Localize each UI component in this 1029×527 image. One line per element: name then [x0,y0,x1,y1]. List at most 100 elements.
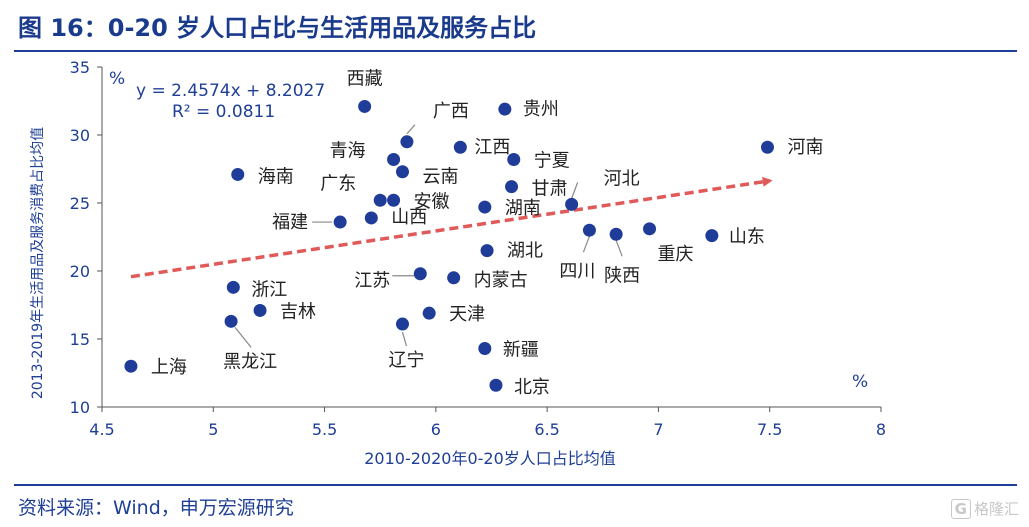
x-tick-label: 8 [876,420,886,439]
data-point-label: 甘肃 [532,179,568,200]
data-point [364,211,378,225]
data-point-label: 宁夏 [534,150,570,171]
r2-label: R² = 0.0811 [172,102,275,122]
label-leader-line [582,235,590,253]
label-leader-line [615,240,623,257]
data-point-label: 吉林 [280,301,316,322]
data-point-label: 浙江 [251,279,287,300]
data-point-label: 重庆 [658,244,694,265]
data-point [453,140,467,154]
data-point [478,342,492,356]
x-tick-label: 6 [431,420,441,439]
data-point [413,267,427,281]
data-point-label: 河北 [604,168,640,189]
data-point [124,359,138,373]
footer-divider [14,484,1017,486]
y-tick-label: 15 [70,330,90,349]
x-unit-label: % [852,372,868,392]
data-point-label: 青海 [330,140,366,161]
data-point-label: 福建 [272,212,308,233]
y-tick-label: 35 [70,58,90,77]
x-tick-label: 5 [208,420,218,439]
watermark: G 格隆汇 [950,498,1019,519]
watermark-text: 格隆汇 [973,500,1019,518]
x-tick-label: 5.5 [312,420,337,439]
y-tick-label: 25 [70,194,90,213]
data-point-label: 广西 [433,101,469,122]
data-point-label: 黑龙江 [223,351,277,372]
data-point [387,193,401,207]
y-tick-label: 30 [70,126,90,145]
data-points [124,99,774,392]
data-point-label: 四川 [559,261,595,282]
data-point [705,229,719,243]
data-point-label: 陕西 [604,265,640,286]
data-point-label: 天津 [449,304,485,325]
data-point-label: 云南 [422,167,458,188]
source-note: 资料来源：Wind，申万宏源研究 [18,497,294,519]
x-tick-label: 6.5 [534,420,559,439]
x-tick-label: 7 [653,420,663,439]
data-point [333,215,347,229]
y-tick-label: 10 [70,398,90,417]
data-point [505,180,519,194]
data-point [231,167,245,181]
y-tick-label: 20 [70,262,90,281]
data-point [565,197,579,211]
data-point-label: 西藏 [347,68,383,89]
y-unit-label: % [109,69,125,89]
data-point [253,303,267,317]
label-leader-line [571,182,579,199]
data-point [478,200,492,214]
data-point [224,314,238,328]
data-point [395,165,409,179]
label-leader-line [401,331,408,347]
data-point-label: 新疆 [503,340,539,361]
data-point [422,306,436,320]
data-point-label: 河南 [787,137,823,158]
data-point [226,280,240,294]
x-tick-label: 4.5 [89,420,114,439]
data-point [400,135,414,149]
data-point-label: 上海 [151,357,187,378]
data-point-label: 安徽 [414,191,450,212]
data-point-label: 贵州 [523,99,559,120]
data-point-label: 内蒙古 [474,270,528,291]
data-point [489,378,503,392]
data-point [358,99,372,113]
chart-axes: 4.5 5 5.5 6 6.5 7 7.5 8 10 15 20 25 30 35 [70,58,886,439]
leader-lines [234,124,623,348]
watermark-logo: G [950,499,971,519]
data-point [387,152,401,166]
data-point-label: 山西 [391,207,427,228]
x-tick-label: 7.5 [757,420,782,439]
data-point [582,223,596,237]
data-point [373,193,387,207]
trendline-arrow [130,176,773,279]
data-point [643,222,657,236]
data-point-label: 湖南 [505,198,541,219]
page-title: 图 16：0-20 岁人口占比与生活用品及服务占比 [18,14,537,42]
label-leader-line [406,124,416,135]
y-axis-title: 2013-2019年生活用品及服务消费占比均值 [30,127,46,399]
data-point-label: 海南 [258,166,294,187]
title-divider [14,50,1017,52]
data-point [609,227,623,241]
equation-label: y = 2.4574x + 8.2027 [136,81,325,101]
data-point [498,102,512,116]
data-point [760,140,774,154]
data-point [447,271,461,285]
data-point-label: 广东 [320,173,356,194]
data-point [507,152,521,166]
data-point-label: 山东 [729,227,765,248]
label-leader-line [234,326,252,348]
x-axis-title: 2010-2020年0-20岁人口占比均值 [364,449,616,468]
data-point-label: 江苏 [354,271,390,292]
data-point-label: 北京 [514,377,550,398]
data-point [395,317,409,331]
data-point-label: 辽宁 [388,350,424,371]
trendline-group [130,176,773,279]
data-point-label: 江西 [474,137,510,158]
